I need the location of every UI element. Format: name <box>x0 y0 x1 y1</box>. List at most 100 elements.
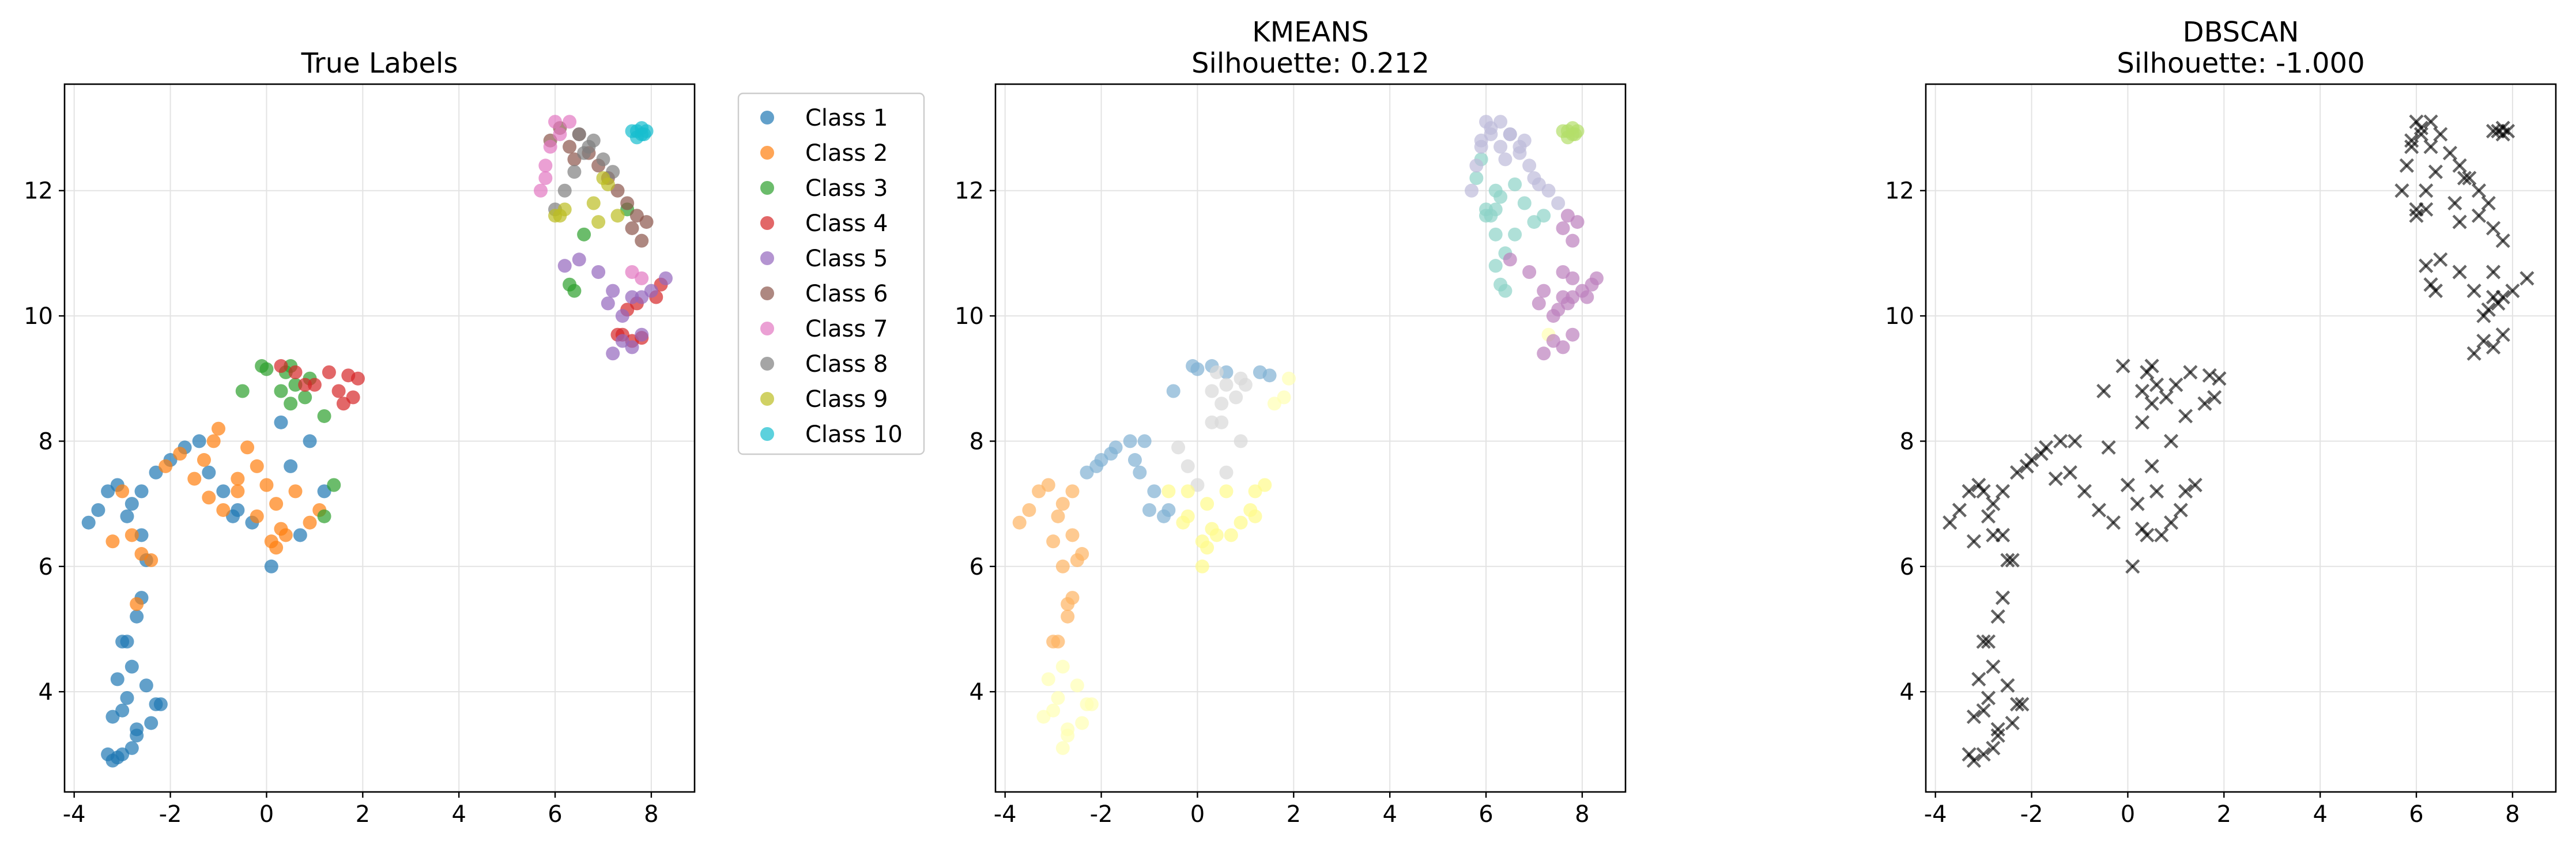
data-point <box>1248 484 1262 499</box>
data-point <box>1498 284 1513 298</box>
data-point <box>240 440 255 455</box>
data-point <box>2096 383 2111 399</box>
x-tick-label: 6 <box>1479 801 1493 828</box>
data-point <box>2476 333 2491 349</box>
data-point <box>2404 139 2419 154</box>
data-point <box>139 678 153 693</box>
data-point <box>2048 471 2063 486</box>
data-point <box>1498 152 1513 167</box>
data-point <box>1990 609 2005 624</box>
data-point <box>2423 139 2438 154</box>
data-point <box>284 397 298 411</box>
data-point <box>288 484 303 499</box>
y-tick-label: 10 <box>955 303 984 330</box>
data-point <box>2419 183 2434 198</box>
data-point <box>2034 446 2049 461</box>
data-point <box>2144 359 2159 373</box>
series-10 <box>625 121 654 145</box>
data-point <box>1503 127 1517 141</box>
data-point <box>327 478 341 492</box>
series-2 <box>105 421 327 611</box>
data-point <box>231 471 245 486</box>
data-point <box>2009 697 2025 712</box>
data-point <box>317 509 331 523</box>
legend-marker <box>760 427 774 441</box>
y-tick-label: 12 <box>1885 178 1914 205</box>
legend: Class 1 Class 2 Class 3 Class 4 Class 5 Class… <box>737 92 925 455</box>
data-point <box>596 152 610 167</box>
data-point <box>1962 484 1977 499</box>
data-point <box>2178 409 2193 424</box>
data-point <box>264 559 278 573</box>
data-point <box>1219 484 1234 499</box>
data-point <box>259 362 274 376</box>
legend-marker <box>760 286 774 300</box>
data-point <box>2399 158 2414 173</box>
data-point <box>173 447 187 461</box>
data-point <box>125 741 139 755</box>
legend-marker <box>760 251 774 265</box>
series-4 <box>1171 365 1253 492</box>
data-point <box>1566 271 1580 285</box>
data-point <box>2125 559 2140 574</box>
data-point <box>110 672 125 686</box>
data-point <box>2495 327 2510 342</box>
series-7 <box>1465 115 1566 210</box>
data-point <box>2433 127 2448 142</box>
data-point <box>115 484 130 499</box>
series-3 <box>1080 359 1277 523</box>
data-point <box>274 384 288 398</box>
data-point <box>1051 690 1065 705</box>
data-point <box>1580 290 1594 304</box>
data-point <box>1166 384 1180 398</box>
data-point <box>2197 396 2212 411</box>
data-point <box>2144 396 2159 411</box>
y-tick-label: 4 <box>970 679 984 705</box>
data-point <box>1046 703 1061 718</box>
data-point <box>1986 659 2001 674</box>
data-point <box>1585 277 1599 292</box>
legend-label: Class 6 <box>805 281 888 307</box>
data-point <box>187 471 202 486</box>
legend-marker <box>760 392 774 406</box>
data-point <box>1219 465 1234 480</box>
data-point <box>298 390 312 405</box>
data-point <box>1012 515 1027 530</box>
data-point <box>1493 139 1508 154</box>
data-point <box>1976 484 1991 499</box>
data-point <box>582 139 596 154</box>
axes-frame <box>1925 83 2557 793</box>
y-tick-label: 12 <box>955 178 984 205</box>
data-point <box>288 378 303 392</box>
data-point <box>1532 296 1546 311</box>
y-tick-label: 10 <box>1885 303 1914 330</box>
data-point <box>548 115 563 129</box>
x-tick-label: 6 <box>548 801 562 828</box>
data-point <box>1123 434 1137 448</box>
data-point <box>202 490 216 505</box>
data-point <box>346 390 360 405</box>
data-point <box>1041 478 1055 492</box>
legend-box <box>737 92 925 455</box>
data-point <box>216 484 231 499</box>
data-point <box>2428 164 2443 179</box>
x-tick-label: 2 <box>1287 801 1301 828</box>
y-tick-label: 8 <box>970 428 984 455</box>
data-point <box>1041 672 1055 686</box>
series-5 <box>557 252 673 361</box>
data-point <box>1046 635 1061 649</box>
data-point <box>563 115 577 129</box>
data-point <box>1517 133 1532 148</box>
data-point <box>534 183 548 198</box>
data-point <box>1219 378 1234 392</box>
data-point <box>1055 497 1070 511</box>
data-point <box>303 434 317 448</box>
data-point <box>1248 509 1262 523</box>
subplot-title: KMEANS <box>1252 16 1368 48</box>
x-tick-label: 8 <box>2505 801 2520 828</box>
data-point <box>1137 434 1152 448</box>
y-tick-label: 4 <box>1900 679 1914 705</box>
data-point <box>2000 678 2015 693</box>
data-point <box>2149 378 2164 393</box>
data-point <box>635 233 649 248</box>
